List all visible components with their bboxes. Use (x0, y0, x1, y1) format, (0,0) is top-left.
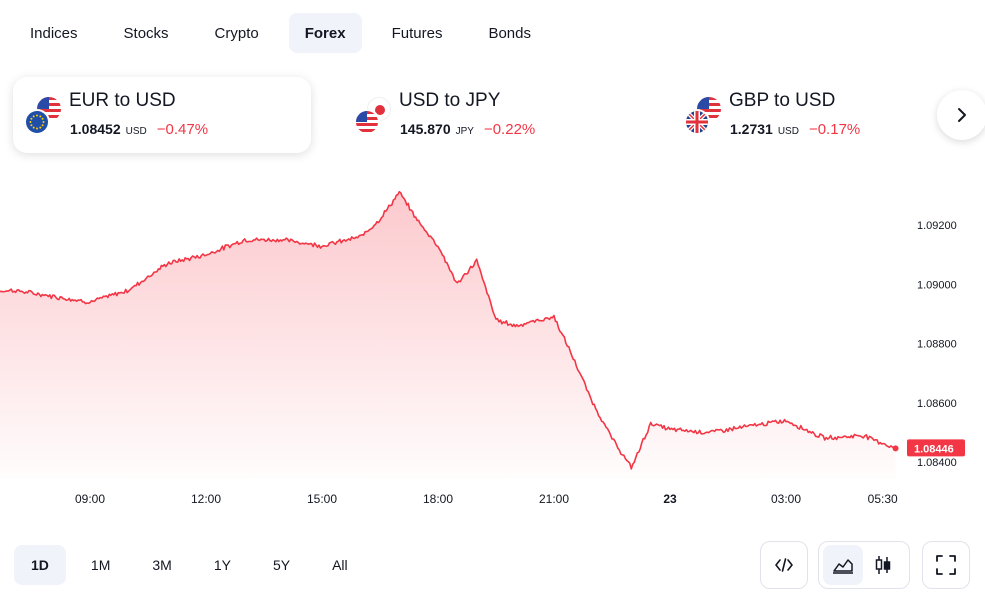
currency-pair-flags (684, 97, 721, 135)
symbol-card-gbpusd[interactable]: GBP to USD 1.2731 USD −0.17% (673, 77, 971, 153)
us-flag-icon (354, 109, 380, 135)
area-chart-icon (833, 559, 853, 574)
market-tabs: Indices Stocks Crypto Forex Futures Bond… (14, 13, 561, 53)
tab-indices[interactable]: Indices (30, 24, 78, 42)
x-tick-label: 05:30 (868, 492, 898, 506)
range-5y-button[interactable]: 5Y (272, 557, 291, 573)
embed-button[interactable] (765, 545, 803, 585)
y-tick-label: 1.08600 (917, 398, 957, 410)
x-tick-label: 12:00 (191, 492, 221, 506)
x-tick-label: 09:00 (75, 492, 105, 506)
chart-style-group (818, 541, 910, 589)
currency-pair-flags (354, 97, 391, 135)
last-price-badge: 1.08446 (907, 439, 965, 457)
fullscreen-icon (936, 555, 956, 575)
fullscreen-button[interactable] (927, 545, 965, 585)
candle-style-button[interactable] (863, 545, 903, 585)
y-tick-label: 1.08400 (917, 457, 957, 469)
symbol-quote: 1.2731 USD −0.17% (730, 121, 860, 138)
eu-flag-icon (24, 109, 50, 135)
candlestick-chart-icon (875, 556, 891, 574)
x-tick-label: 03:00 (771, 492, 801, 506)
symbol-change: −0.22% (483, 121, 536, 138)
symbol-change: −0.17% (808, 121, 861, 138)
fullscreen-group (922, 541, 970, 589)
price-line (0, 190, 897, 470)
tab-stocks[interactable]: Stocks (123, 24, 169, 42)
symbol-currency: USD (777, 126, 799, 137)
y-tick-label: 1.09000 (917, 279, 957, 291)
range-3m-button[interactable]: 3M (152, 557, 172, 573)
tab-crypto[interactable]: Crypto (214, 24, 259, 42)
range-1y-button[interactable]: 1Y (213, 557, 231, 573)
symbol-card-eurusd[interactable]: EUR to USD 1.08452 USD −0.47% (13, 77, 311, 153)
y-axis: 1.09200 1.09000 1.08800 1.08600 1.08400 (917, 220, 957, 469)
x-tick-label: 15:00 (307, 492, 337, 506)
symbol-quote: 1.08452 USD −0.47% (70, 121, 208, 138)
currency-pair-flags (24, 97, 61, 135)
symbol-name: USD to JPY (399, 90, 501, 111)
x-tick-label: 23 (663, 492, 677, 506)
price-chart[interactable]: 1.09200 1.09000 1.08800 1.08600 1.08400 09:0… (0, 160, 985, 520)
symbol-change: −0.47% (156, 121, 209, 138)
time-range-selector: 1D 1M 3M 1Y 5Y All (14, 545, 373, 585)
symbol-currency: USD (125, 126, 147, 137)
symbol-price: 145.870 (400, 121, 451, 137)
x-axis: 09:00 12:00 15:00 18:00 21:00 23 03:00 05:30 (75, 492, 898, 506)
embed-code-icon (775, 558, 793, 572)
symbol-name: GBP to USD (729, 90, 836, 111)
symbol-name: EUR to USD (69, 90, 176, 111)
last-price-label: 1.08446 (914, 443, 954, 455)
range-1m-button[interactable]: 1M (90, 557, 111, 573)
tab-bonds[interactable]: Bonds (488, 24, 531, 42)
x-tick-label: 21:00 (539, 492, 569, 506)
symbol-quote: 145.870 JPY −0.22% (400, 121, 535, 138)
chevron-right-icon (958, 108, 966, 122)
x-tick-label: 18:00 (423, 492, 453, 506)
range-all-button[interactable]: All (332, 557, 348, 573)
last-price-dot (892, 445, 899, 452)
carousel-next-button[interactable] (937, 90, 985, 140)
symbol-currency: JPY (455, 126, 474, 137)
area-style-button[interactable] (823, 545, 863, 585)
symbol-price: 1.2731 (730, 121, 773, 137)
price-area-fill (0, 191, 896, 478)
symbol-price: 1.08452 (70, 121, 121, 137)
uk-flag-icon (684, 109, 710, 135)
y-tick-label: 1.08800 (917, 339, 957, 351)
symbol-card-usdjpy[interactable]: USD to JPY 145.870 JPY −0.22% (343, 77, 641, 153)
tab-forex[interactable]: Forex (288, 13, 362, 53)
tab-futures[interactable]: Futures (391, 24, 443, 42)
symbol-carousel: EUR to USD 1.08452 USD −0.47% USD to JPY… (13, 77, 985, 155)
embed-group (760, 541, 808, 589)
range-1d-button[interactable]: 1D (14, 545, 66, 585)
y-tick-label: 1.09200 (917, 220, 957, 232)
